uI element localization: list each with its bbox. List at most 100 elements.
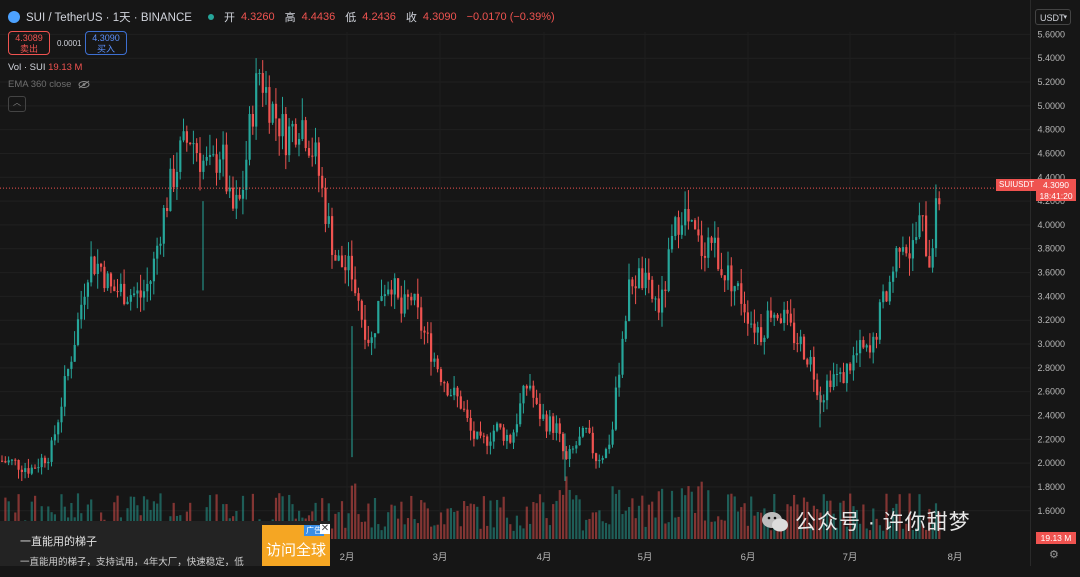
candle-body <box>80 304 83 320</box>
candle-body <box>895 248 898 272</box>
volume-bar <box>383 526 386 539</box>
candle-body <box>357 293 360 301</box>
ad-banner[interactable]: 一直能用的梯子 一直能用的梯子，支持试用，4年大厂，快速稳定，低 访问全球 广告… <box>0 521 330 568</box>
candle-body <box>832 374 835 388</box>
volume-bar <box>172 502 175 539</box>
candle-body <box>855 353 858 356</box>
candle-body <box>505 434 509 441</box>
candle-body <box>433 358 436 362</box>
candle-body <box>839 372 842 374</box>
last-price-tag: 4.3090 18:41:20 <box>1036 179 1076 201</box>
volume-bar <box>878 525 881 539</box>
currency-label: USDT <box>1040 13 1065 23</box>
candle-body <box>469 417 472 431</box>
ema-indicator-legend[interactable]: EMA 360 close <box>8 79 90 90</box>
volume-bar <box>750 496 753 539</box>
volume-bar <box>403 524 406 539</box>
volume-bar <box>542 502 545 539</box>
volume-bar <box>581 530 584 539</box>
volume-bar <box>727 494 730 539</box>
candle-body <box>436 358 439 370</box>
candle-body <box>331 216 334 255</box>
collapse-legend-button[interactable]: ︿ <box>8 96 26 112</box>
currency-select-button[interactable]: USDT ▾ <box>1035 9 1071 25</box>
y-tick-label: 3.2000 <box>1037 315 1065 325</box>
y-tick-label: 5.4000 <box>1037 53 1065 63</box>
candle-body <box>581 427 584 437</box>
buy-button[interactable]: 4.3090 买入 <box>85 31 127 55</box>
candle-body <box>73 344 76 362</box>
settings-gear-icon[interactable]: ⚙ <box>1049 549 1059 561</box>
candle-body <box>301 120 304 140</box>
x-tick-label: 6月 <box>741 552 756 563</box>
volume-bar <box>799 528 802 539</box>
candle-body <box>416 293 419 308</box>
candlestick-chart[interactable]: 2月 3月 4月 5月 6月 7月 8月 <box>0 0 1030 566</box>
candle-body <box>783 309 786 323</box>
volume-bar <box>60 494 63 539</box>
volume-bar <box>934 503 938 539</box>
volume-bar <box>410 495 413 539</box>
candle-body <box>578 436 581 446</box>
candle-body <box>294 123 297 145</box>
y-tick-label: 5.6000 <box>1037 29 1065 39</box>
candle-body <box>420 307 423 331</box>
candle-body <box>736 283 740 287</box>
candle-body <box>406 294 410 297</box>
y-tick-label: 2.8000 <box>1037 363 1065 373</box>
volume-bar <box>373 497 377 539</box>
candle-body <box>179 140 182 172</box>
volume-bar <box>604 522 608 539</box>
candle-body <box>545 414 548 432</box>
candle-body <box>763 337 766 343</box>
candle-body <box>657 298 660 313</box>
low-value: 4.2436 <box>362 11 396 23</box>
candle-body <box>816 379 819 396</box>
volume-bar <box>459 526 462 539</box>
candle-body <box>466 409 469 418</box>
candle-body <box>136 290 139 294</box>
volume-bar <box>865 528 868 539</box>
open-label: 开 <box>223 12 235 24</box>
volume-bar <box>558 490 561 539</box>
candle-body <box>20 469 23 472</box>
candle-body <box>878 302 881 340</box>
volume-bar <box>730 493 733 539</box>
sell-button[interactable]: 4.3089 卖出 <box>8 31 50 55</box>
candle-body <box>806 359 809 365</box>
candle-body <box>400 297 403 314</box>
symbol-title[interactable]: SUI / TetherUS · 1天 · BINANCE <box>26 12 192 24</box>
volume-bar <box>337 512 340 539</box>
volume-indicator-legend[interactable]: Vol · SUI 19.13 M <box>8 62 82 73</box>
candle-body <box>76 319 80 345</box>
volume-bar <box>463 501 466 539</box>
y-tick-label: 4.4000 <box>1037 172 1065 182</box>
candle-body <box>364 319 367 340</box>
ad-close-icon[interactable]: ✕ <box>320 523 330 534</box>
volume-bar <box>743 503 746 539</box>
volume-bar <box>446 508 449 539</box>
candle-body <box>842 372 845 384</box>
candle-body <box>175 171 179 188</box>
eye-hidden-icon[interactable] <box>78 80 90 89</box>
candle-body <box>397 278 400 298</box>
y-tick-label: 2.2000 <box>1037 434 1065 444</box>
chart-area[interactable]: 2月 3月 4月 5月 6月 7月 8月 <box>0 0 1030 566</box>
volume-bar <box>30 501 33 539</box>
volume-bar <box>760 512 763 539</box>
price-axis[interactable]: 5.6000 5.4000 5.2000 5.0000 4.8000 4.6000 4.40… <box>1030 0 1080 566</box>
candle-body <box>921 215 924 217</box>
volume-bar <box>416 523 419 539</box>
candle-body <box>93 256 96 274</box>
volume-bar <box>387 512 390 539</box>
volume-bar <box>492 527 495 539</box>
volume-bar <box>152 501 155 539</box>
volume-bar <box>146 499 149 539</box>
volume-bar <box>925 529 928 539</box>
volume-indicator-value: 19.13 M <box>48 62 83 73</box>
volume-bar <box>700 481 703 539</box>
sell-price: 4.3089 <box>15 33 43 43</box>
volume-bar <box>756 511 759 539</box>
volume-bar <box>367 503 370 539</box>
volume-bar <box>641 495 644 539</box>
